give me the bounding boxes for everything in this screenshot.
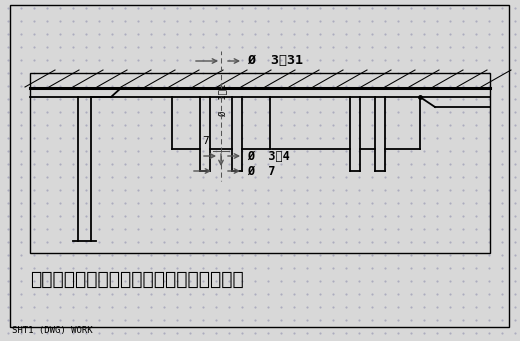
Bar (30, 73, 490, 253)
Text: Ø  1，1: Ø 1，1 (218, 84, 228, 116)
Text: SHT1 (DWG) WORK: SHT1 (DWG) WORK (12, 326, 93, 335)
Text: 7: 7 (203, 136, 210, 146)
Text: 对于三星电视机，图示三个数値是标准设计: 对于三星电视机，图示三个数値是标准设计 (30, 269, 244, 288)
Text: Ø  3，31: Ø 3，31 (247, 55, 303, 68)
Text: Ø  7: Ø 7 (247, 164, 276, 178)
Text: Ø  3，4: Ø 3，4 (247, 149, 290, 163)
